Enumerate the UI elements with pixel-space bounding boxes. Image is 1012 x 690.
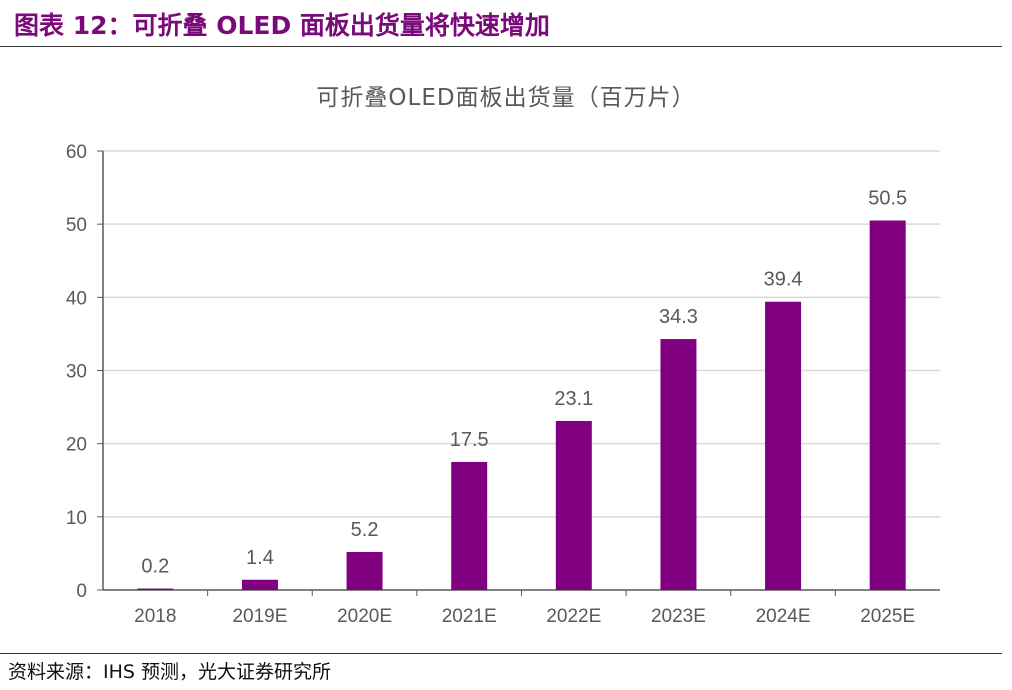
data-label: 17.5 — [450, 429, 489, 451]
x-tick-label: 2021E — [442, 606, 497, 627]
data-label: 5.2 — [351, 519, 379, 541]
y-tick-label: 60 — [66, 142, 87, 163]
footer-divider — [0, 653, 1002, 654]
bar-2022E — [555, 420, 592, 590]
x-tick-label: 2022E — [546, 606, 601, 627]
data-label: 1.4 — [246, 547, 274, 569]
y-tick-label: 20 — [66, 435, 87, 456]
bar-2021E — [451, 461, 488, 590]
x-tick-label: 2024E — [756, 606, 811, 627]
x-tick-label: 2025E — [860, 606, 915, 627]
bar-2024E — [765, 301, 802, 590]
y-tick-label: 10 — [66, 508, 87, 529]
x-tick-label: 2023E — [651, 606, 706, 627]
data-label: 23.1 — [554, 388, 593, 410]
data-label: 50.5 — [868, 188, 907, 210]
bar-2020E — [346, 551, 383, 590]
x-tick-label: 2018 — [134, 606, 176, 627]
data-label: 0.2 — [141, 556, 169, 578]
data-label: 39.4 — [764, 269, 803, 291]
bar-2023E — [660, 339, 697, 590]
y-tick-label: 0 — [76, 581, 87, 602]
figure-header: 图表 12：可折叠 OLED 面板出货量将快速增加 — [0, 0, 1012, 46]
header-divider — [0, 46, 1002, 47]
chart-title: 可折叠OLED面板出货量（百万片） — [316, 85, 696, 111]
bar-2018 — [137, 588, 174, 590]
bar-2025E — [869, 220, 906, 590]
y-tick-label: 40 — [66, 288, 87, 309]
bar-2019E — [241, 579, 278, 590]
x-tick-label: 2020E — [337, 606, 392, 627]
y-tick-label: 30 — [66, 362, 87, 383]
data-label: 34.3 — [659, 306, 698, 328]
y-tick-label: 50 — [66, 215, 87, 236]
x-tick-label: 2019E — [232, 606, 287, 627]
figure-title: 图表 12：可折叠 OLED 面板出货量将快速增加 — [14, 11, 550, 40]
source-note: 资料来源：IHS 预测，光大证券研究所 — [8, 661, 331, 683]
